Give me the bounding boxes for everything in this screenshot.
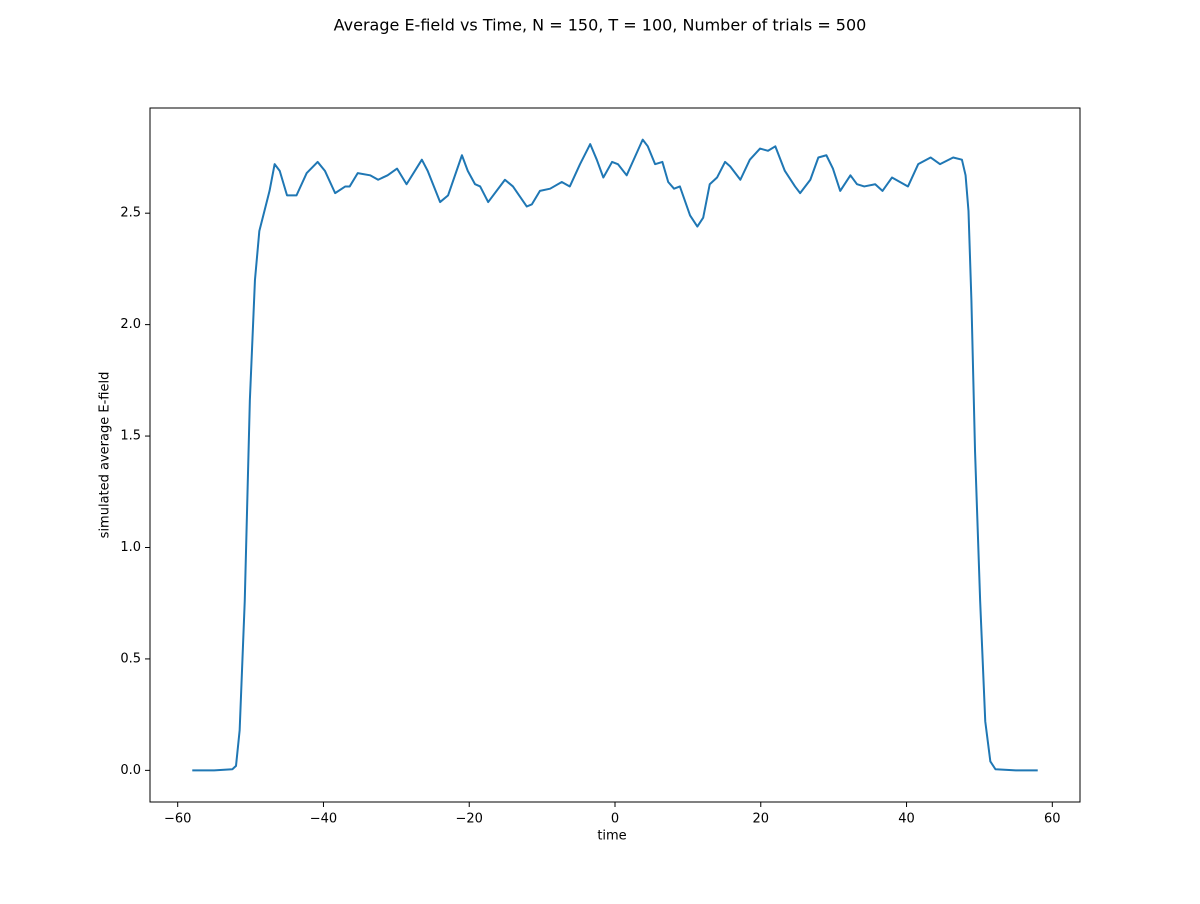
x-tick-label: 0	[611, 812, 619, 827]
y-tick-label: 1.5	[120, 429, 141, 444]
y-tick-label: 0.5	[120, 651, 141, 666]
data-line	[192, 138, 1038, 772]
axes-frame	[149, 107, 1081, 803]
y-tick-label: 2.0	[120, 317, 141, 332]
x-tick-label: −40	[310, 812, 337, 827]
y-axis-label: simulated average E-field	[98, 372, 113, 539]
x-tick-label: 20	[752, 812, 769, 827]
x-tick-label: 40	[898, 812, 915, 827]
x-tick-label: −20	[456, 812, 483, 827]
y-tick-label: 1.0	[120, 540, 141, 555]
y-tick-label: 2.5	[120, 206, 141, 221]
y-tick-label: 0.0	[120, 763, 141, 778]
x-tick-label: −60	[164, 812, 191, 827]
chart-title: Average E-field vs Time, N = 150, T = 10…	[334, 16, 867, 35]
x-axis-label: time	[597, 829, 626, 844]
x-tick-label: 60	[1044, 812, 1061, 827]
